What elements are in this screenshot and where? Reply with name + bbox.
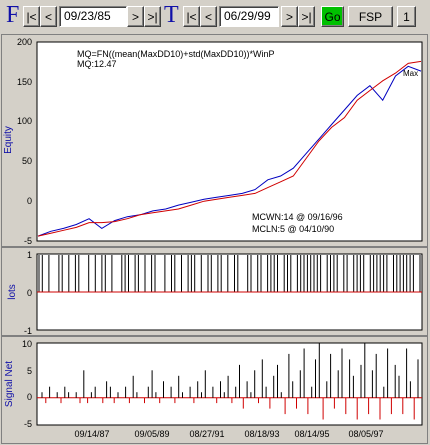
signal-xtick-1: 09/05/89	[134, 429, 169, 439]
page-number-button[interactable]: 1	[397, 6, 416, 27]
mq-text: MQ:12.47	[77, 59, 117, 69]
equity-line	[37, 65, 422, 237]
to-label: T	[164, 2, 179, 28]
lots-ytick-1: 1	[27, 250, 32, 260]
equity-ylabel: Equity	[3, 126, 14, 154]
lots-chart: 1 0 -1 lots	[7, 250, 423, 335]
equity-ytick-200: 200	[17, 37, 32, 47]
to-first-button[interactable]: |<	[183, 6, 200, 27]
go-button[interactable]: Go	[321, 6, 344, 27]
lots-ytick-0: 0	[27, 288, 32, 298]
lots-panel: 1 0 -1 lots	[1, 247, 428, 336]
to-last-button[interactable]: >|	[298, 6, 315, 27]
signal-ytick-5: 5	[27, 366, 32, 376]
from-prev-button[interactable]: <	[40, 6, 57, 27]
signal-xtick-3: 08/18/93	[244, 429, 279, 439]
from-first-button[interactable]: |<	[23, 6, 40, 27]
equity-panel: 200 150 100 50 0 -5 Equity MQ=FN((mean(M…	[1, 34, 428, 247]
mcwn-text: MCWN:14 @ 09/16/96	[252, 212, 343, 222]
to-date-field[interactable]: 06/29/99	[219, 6, 279, 27]
toolbar: F |< < 09/23/85 > >| T |< < 06/29/99 > >…	[0, 0, 430, 34]
signal-xtick-0: 09/14/87	[74, 429, 109, 439]
lots-ylabel: lots	[7, 284, 18, 300]
signal-xtick-5: 08/05/97	[348, 429, 383, 439]
mcln-text: MCLN:5 @ 04/10/90	[252, 224, 334, 234]
equity-ytick-neg5: -5	[24, 236, 32, 246]
signal-xtick-4: 08/14/95	[294, 429, 329, 439]
signal-ylabel: Signal Net	[4, 361, 15, 407]
to-next-button[interactable]: >	[281, 6, 298, 27]
fsp-button[interactable]: FSP	[348, 6, 393, 27]
lots-ytick-neg1: -1	[24, 326, 32, 335]
from-label: F	[6, 2, 20, 28]
equity-ytick-100: 100	[17, 116, 32, 126]
signal-ytick-neg5: -5	[24, 419, 32, 429]
equity-ytick-150: 150	[17, 77, 32, 87]
equity-ytick-50: 50	[22, 156, 32, 166]
equity-ytick-0: 0	[27, 196, 32, 206]
equity-chart: 200 150 100 50 0 -5 Equity MQ=FN((mean(M…	[3, 37, 423, 246]
benchmark-line	[37, 60, 422, 237]
to-prev-button[interactable]: <	[200, 6, 217, 27]
max-label: Max	[403, 69, 418, 78]
signal-panel: 10 5 0 -5 Signal Net 09/14/87 09/05/89 0…	[1, 336, 428, 444]
signal-ytick-0: 0	[27, 392, 32, 402]
signal-chart: 10 5 0 -5 Signal Net 09/14/87 09/05/89 0…	[4, 339, 423, 439]
formula-text: MQ=FN((mean(MaxDD10)+std(MaxDD10))*WinP	[77, 49, 275, 59]
signal-xtick-2: 08/27/91	[189, 429, 224, 439]
from-date-field[interactable]: 09/23/85	[59, 6, 127, 27]
from-next-button[interactable]: >	[127, 6, 144, 27]
signal-ytick-10: 10	[22, 339, 32, 349]
from-last-button[interactable]: >|	[144, 6, 161, 27]
